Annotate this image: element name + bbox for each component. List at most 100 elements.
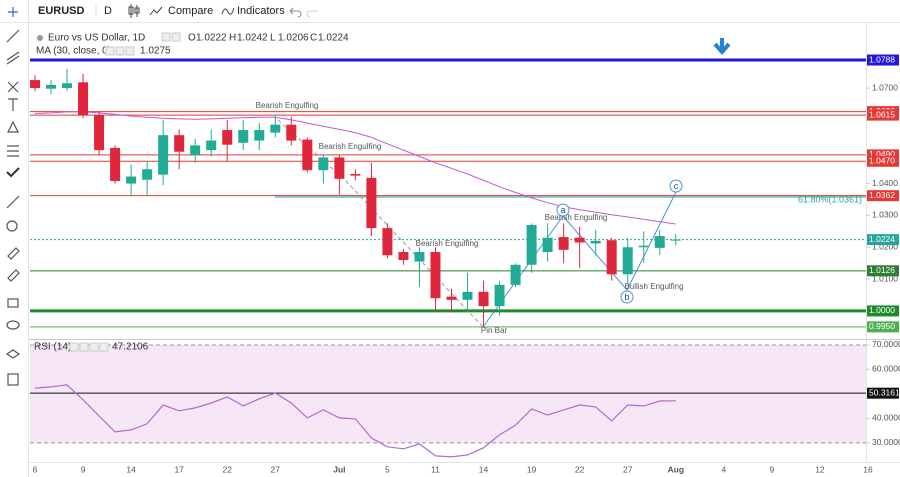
trendline-tool[interactable] (6, 29, 20, 43)
rsi-legend: RSI (14) (34, 342, 71, 353)
x-tick-label: 19 (527, 464, 537, 474)
layers-tool[interactable] (5, 349, 21, 359)
x-tick-label: 14 (126, 464, 136, 474)
compare-icon[interactable] (149, 6, 163, 16)
candle-body (446, 296, 457, 300)
level-label: 1.0126 (869, 265, 895, 275)
indicators-button[interactable]: Indicators (237, 5, 285, 17)
candle-body (286, 124, 297, 141)
rsi-legend-buttons[interactable] (69, 342, 109, 352)
x-tick-label: 9 (81, 464, 86, 474)
ohlc-value: 1.0222 (196, 33, 227, 44)
y-tick-label: 1.0700 (872, 82, 898, 92)
level-label: 1.0000 (869, 305, 895, 315)
candle-body (30, 80, 40, 89)
stay-drawing-tool[interactable] (7, 269, 20, 282)
hide-tool[interactable] (6, 320, 20, 330)
x-tick-label: 14 (479, 464, 489, 474)
legend-buttons[interactable] (161, 32, 181, 42)
x-tick-label: 16 (863, 464, 873, 474)
lock-tool[interactable] (7, 298, 19, 308)
candle-body (142, 169, 153, 180)
pitchfork-tool[interactable] (6, 51, 20, 65)
ohlc-label: O (188, 33, 196, 44)
wave-label: c (674, 181, 679, 191)
x-tick-label: 11 (431, 464, 440, 474)
symbol-dot (37, 35, 43, 41)
redo[interactable] (306, 10, 318, 18)
candle-body (510, 264, 521, 285)
candle-body (638, 245, 649, 248)
level-label: 1.0490 (869, 149, 895, 159)
candle-body (78, 82, 89, 116)
pattern-annotation: 61.80%(1.0361) (798, 194, 862, 204)
x-tick-label: 22 (575, 464, 585, 474)
pattern-annotation: Bearish Engulfing (416, 239, 479, 248)
ohlc-value: 1.0206 (278, 33, 309, 44)
candle-body (670, 239, 681, 241)
x-tick-label: Jul (333, 464, 345, 474)
ohlc-label: L (270, 33, 276, 44)
level-label-box (867, 321, 899, 333)
ohlc-label: C (310, 33, 317, 44)
text-tool[interactable] (8, 98, 18, 111)
level-label-box (867, 155, 899, 167)
price-pane: Bearish Engulfing Bearish Engulfing Bearis… (30, 58, 866, 335)
y-tick-label: 1.0100 (872, 273, 898, 283)
x-tick-label: 9 (770, 464, 775, 474)
ohlc-label: H (229, 33, 236, 44)
y-tick-label: 1.0300 (872, 210, 898, 220)
x-tick-label: 27 (623, 464, 633, 474)
level-label: 0.9950 (869, 321, 895, 331)
candle-body (158, 135, 169, 175)
level-label-box (867, 305, 899, 317)
x-tick-label: 22 (222, 464, 232, 474)
level-label: 1.0788 (869, 54, 895, 64)
candle-body (366, 177, 377, 229)
pattern-tool[interactable] (7, 120, 19, 133)
level-label: 1.0615 (869, 109, 895, 119)
zoom-tool[interactable] (6, 220, 18, 232)
geometry-tool[interactable] (6, 167, 20, 178)
level-label: 1.0470 (869, 156, 895, 166)
level-label-box (867, 149, 899, 161)
candle-body (574, 237, 585, 243)
candle-body (622, 247, 633, 275)
pattern-annotation: Bearish Engulfing (319, 142, 382, 151)
chart-style-icon[interactable] (128, 4, 140, 18)
candle-body (318, 157, 329, 171)
candle-body (254, 130, 265, 141)
interval[interactable]: D (104, 5, 112, 17)
candle-body (462, 291, 473, 300)
wave-marker (669, 179, 683, 193)
y-tick-label: 1.0400 (872, 178, 898, 188)
delete-tool[interactable] (7, 373, 19, 386)
ma-legend-buttons[interactable] (105, 46, 135, 56)
y-tick-label: 1.0200 (872, 242, 898, 252)
compare-button[interactable]: Compare (168, 5, 213, 17)
level-label-box (867, 265, 899, 277)
undo-arrow (289, 7, 294, 15)
prediction-tool[interactable] (7, 145, 19, 157)
rsi-tick-label: 70.0000 (872, 339, 900, 349)
x-tick-label: 27 (271, 464, 281, 474)
x-tick-label: 5 (385, 464, 390, 474)
wave-label: b (624, 292, 629, 302)
magnet-tool[interactable] (7, 247, 20, 260)
symbol[interactable]: EURUSD (38, 5, 85, 17)
x-tick-label: 17 (174, 464, 184, 474)
candle-body (494, 284, 505, 307)
x-tick-label: Aug (668, 464, 685, 474)
candle-body (526, 224, 537, 265)
rsi-level-box (867, 387, 899, 399)
x-tick-label: 12 (815, 464, 825, 474)
level-label-box (867, 54, 899, 66)
brush-tool[interactable] (7, 81, 19, 93)
crosshair-tool[interactable] (8, 7, 18, 17)
rsi-tick-label: 60.0000 (872, 364, 900, 374)
indicators-icon[interactable] (221, 7, 235, 15)
measure-tool[interactable] (6, 195, 20, 209)
undo[interactable] (290, 10, 302, 18)
rsi-band (30, 344, 866, 443)
